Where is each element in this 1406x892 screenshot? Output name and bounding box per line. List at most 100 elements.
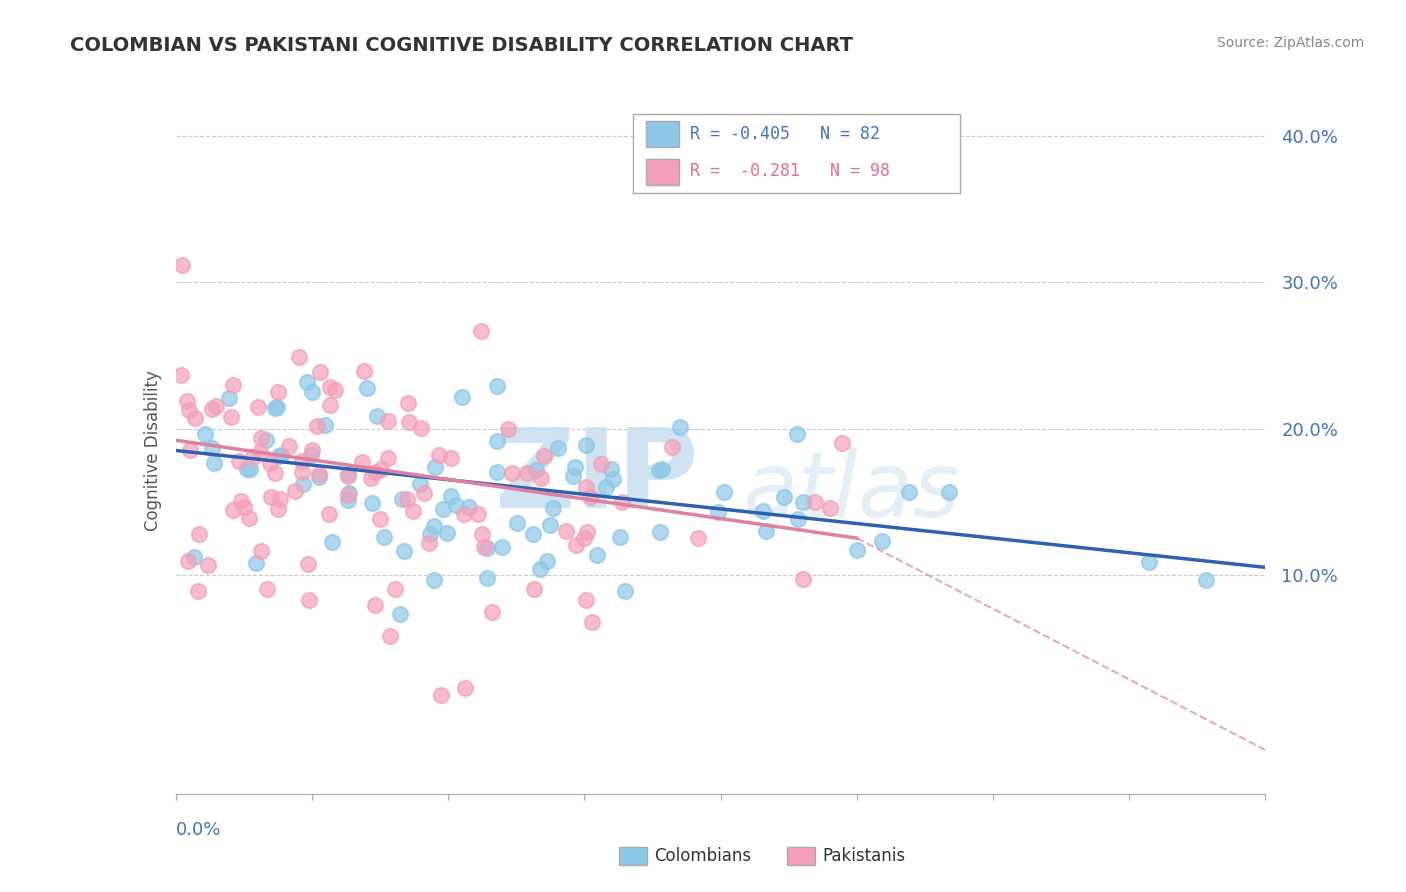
- Point: [337, 469, 360, 483]
- Point: [585, 548, 607, 562]
- Point: [845, 543, 868, 558]
- Point: [831, 435, 853, 450]
- Point: [291, 454, 314, 468]
- Point: [318, 507, 340, 521]
- Point: [299, 448, 322, 462]
- Point: [259, 456, 281, 470]
- Point: [337, 486, 360, 500]
- Point: [256, 582, 278, 596]
- Point: [254, 433, 277, 447]
- Point: [423, 519, 446, 533]
- Point: [436, 526, 458, 541]
- Point: [1137, 555, 1160, 569]
- Point: [870, 533, 893, 548]
- Point: [170, 368, 193, 382]
- Point: [575, 438, 598, 452]
- Point: [787, 512, 810, 526]
- Point: [298, 593, 321, 607]
- Point: [242, 450, 264, 464]
- Point: [288, 350, 311, 364]
- Point: [219, 410, 242, 425]
- Point: [516, 466, 538, 480]
- Point: [239, 462, 262, 476]
- Point: [485, 465, 508, 479]
- Point: [260, 490, 283, 504]
- Point: [308, 467, 330, 482]
- Point: [547, 442, 569, 456]
- Point: [301, 384, 323, 399]
- Point: [755, 524, 778, 538]
- Point: [792, 495, 814, 509]
- Point: [177, 554, 200, 568]
- Point: [576, 524, 599, 539]
- Point: [506, 516, 529, 531]
- Point: [609, 530, 631, 544]
- Point: [228, 454, 250, 468]
- Point: [752, 504, 775, 518]
- Point: [533, 449, 555, 463]
- Point: [661, 440, 683, 454]
- Point: [402, 504, 425, 518]
- Point: [204, 400, 226, 414]
- Point: [786, 427, 808, 442]
- Point: [707, 505, 730, 519]
- Point: [523, 582, 546, 597]
- Point: [308, 470, 330, 484]
- Point: [458, 500, 481, 515]
- Text: Pakistanis: Pakistanis: [823, 847, 905, 865]
- Point: [366, 409, 388, 424]
- Point: [591, 457, 613, 471]
- Point: [377, 451, 399, 466]
- Point: [668, 420, 690, 434]
- Point: [368, 512, 391, 526]
- Point: [554, 524, 576, 538]
- Point: [245, 556, 267, 570]
- Point: [572, 531, 595, 545]
- Point: [183, 550, 205, 565]
- Point: [172, 258, 194, 272]
- Point: [475, 571, 498, 585]
- Point: [356, 381, 378, 395]
- Point: [370, 461, 392, 475]
- Point: [713, 484, 735, 499]
- Point: [231, 494, 253, 508]
- Point: [238, 511, 260, 525]
- Point: [266, 400, 288, 414]
- Point: [651, 462, 673, 476]
- Point: [470, 324, 492, 338]
- Point: [267, 501, 290, 516]
- Point: [446, 498, 468, 512]
- Point: [578, 490, 600, 504]
- Point: [278, 439, 301, 453]
- Point: [204, 456, 226, 470]
- Point: [201, 441, 224, 455]
- Point: [595, 479, 617, 493]
- Point: [418, 536, 440, 550]
- Point: [395, 491, 418, 506]
- Text: R = -0.405   N = 82: R = -0.405 N = 82: [690, 125, 880, 143]
- Point: [536, 554, 558, 568]
- Point: [423, 573, 446, 587]
- Point: [360, 471, 382, 485]
- Point: [432, 502, 454, 516]
- Point: [467, 508, 489, 522]
- Point: [524, 463, 547, 477]
- Point: [564, 460, 586, 475]
- Text: 0.0%: 0.0%: [176, 822, 221, 839]
- Point: [336, 467, 359, 482]
- Point: [218, 392, 240, 406]
- Point: [491, 540, 513, 554]
- Point: [270, 448, 292, 462]
- Point: [792, 572, 814, 586]
- Point: [614, 584, 637, 599]
- Point: [363, 465, 385, 479]
- Point: [184, 411, 207, 425]
- Point: [427, 448, 450, 462]
- Point: [247, 400, 270, 414]
- Point: [454, 681, 477, 695]
- Point: [610, 495, 633, 509]
- Text: COLOMBIAN VS PAKISTANI COGNITIVE DISABILITY CORRELATION CHART: COLOMBIAN VS PAKISTANI COGNITIVE DISABIL…: [70, 36, 853, 54]
- Point: [650, 525, 672, 540]
- Point: [267, 449, 290, 463]
- Point: [292, 476, 315, 491]
